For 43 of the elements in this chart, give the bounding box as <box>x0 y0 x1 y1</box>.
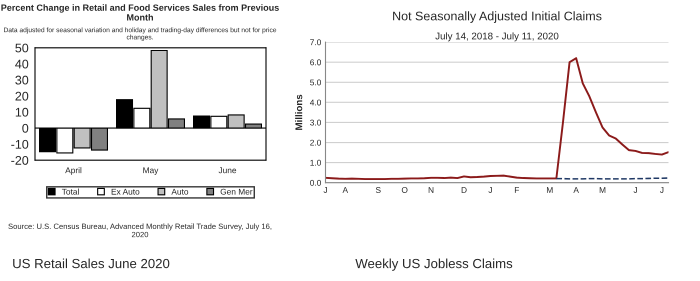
y-tick-label: 3.0 <box>310 120 322 126</box>
x-tick-label: J <box>660 187 664 193</box>
chart-title: Percent Change in Retail and Food Services Sales from Previous Month <box>1 4 279 21</box>
x-tick-label: M <box>600 187 606 193</box>
y-tick-label: 20 <box>15 92 28 101</box>
y-tick-label: -10 <box>11 140 28 149</box>
y-tick-label: 4.0 <box>310 100 322 106</box>
y-tick-label: 50 <box>15 44 28 52</box>
x-tick-label: D <box>462 187 467 193</box>
y-tick-label: 0.0 <box>310 180 322 186</box>
x-tick-label: J <box>488 187 492 193</box>
y-tick-label: 10 <box>16 108 28 117</box>
y-tick-label: 6.0 <box>310 59 322 66</box>
legend-label: Ex Auto <box>112 188 140 195</box>
x-tick-label: A <box>342 187 348 193</box>
y-tick-label: 30 <box>15 76 28 85</box>
text: US Retail Sales June 2020 <box>13 258 170 268</box>
x-tick-label: J <box>634 187 637 193</box>
y-tick-label: 2.0 <box>310 140 322 146</box>
x-tick-label: June <box>218 167 236 174</box>
x-tick-label: J <box>324 187 327 193</box>
y-tick-label: 40 <box>15 60 28 68</box>
line-series <box>326 57 668 180</box>
x-tick-label: O <box>402 187 408 193</box>
x-tick-label: M <box>546 187 553 193</box>
y-tick-label: 0 <box>22 124 28 133</box>
x-tick-label: S <box>376 187 381 193</box>
legend-label: Auto <box>171 188 188 195</box>
text: Weekly US Jobless Claims <box>355 258 512 271</box>
y-axis-title: Millions <box>295 94 302 130</box>
legend-label: Total <box>62 188 79 195</box>
legend-label: Gen Mer <box>220 188 252 195</box>
y-tick-label: 7.0 <box>310 39 322 46</box>
chart-title: Not Seasonally Adjusted Initial Claims <box>393 11 602 23</box>
x-tick-label: April <box>65 167 82 175</box>
y-tick-label: 5.0 <box>310 79 322 86</box>
x-tick-label: F <box>514 187 519 193</box>
chart-subtitle: July 14, 2018 - July 11, 2020 <box>435 32 558 42</box>
x-tick-label: A <box>573 187 579 193</box>
y-tick-label: -20 <box>11 156 28 165</box>
x-tick-label: May <box>143 167 158 175</box>
x-tick-label: N <box>428 187 434 193</box>
y-tick-label: 1.0 <box>310 160 322 166</box>
